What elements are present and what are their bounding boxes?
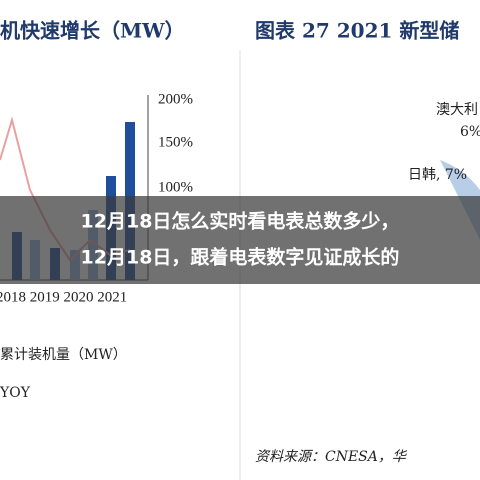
overlay-title: 12月18日怎么实时看电表总数多少， — [81, 210, 400, 233]
source: 资料来源：CNESA，华 — [255, 449, 408, 465]
pie-label: 澳大利 — [436, 102, 478, 118]
axis-label: 100% — [158, 179, 193, 195]
legend-item: YOY — [0, 385, 31, 401]
legend-item: 累计装机量（MW） — [0, 347, 127, 363]
overlay-band — [0, 196, 480, 284]
axis-label: 200% — [158, 91, 193, 107]
left-title: 机快速增长（MW） — [0, 19, 185, 43]
axis-label: 150% — [158, 134, 193, 150]
pie-label: 日韩, 7% — [408, 167, 467, 183]
pie-label: 6% — [460, 124, 480, 140]
overlay-title: 12月18日，跟着电表数字见证成长的 — [81, 246, 400, 269]
x-labels: 2018 2019 2020 2021 — [0, 289, 127, 305]
right-title: 图表 27 2021 新型储 — [255, 19, 459, 43]
